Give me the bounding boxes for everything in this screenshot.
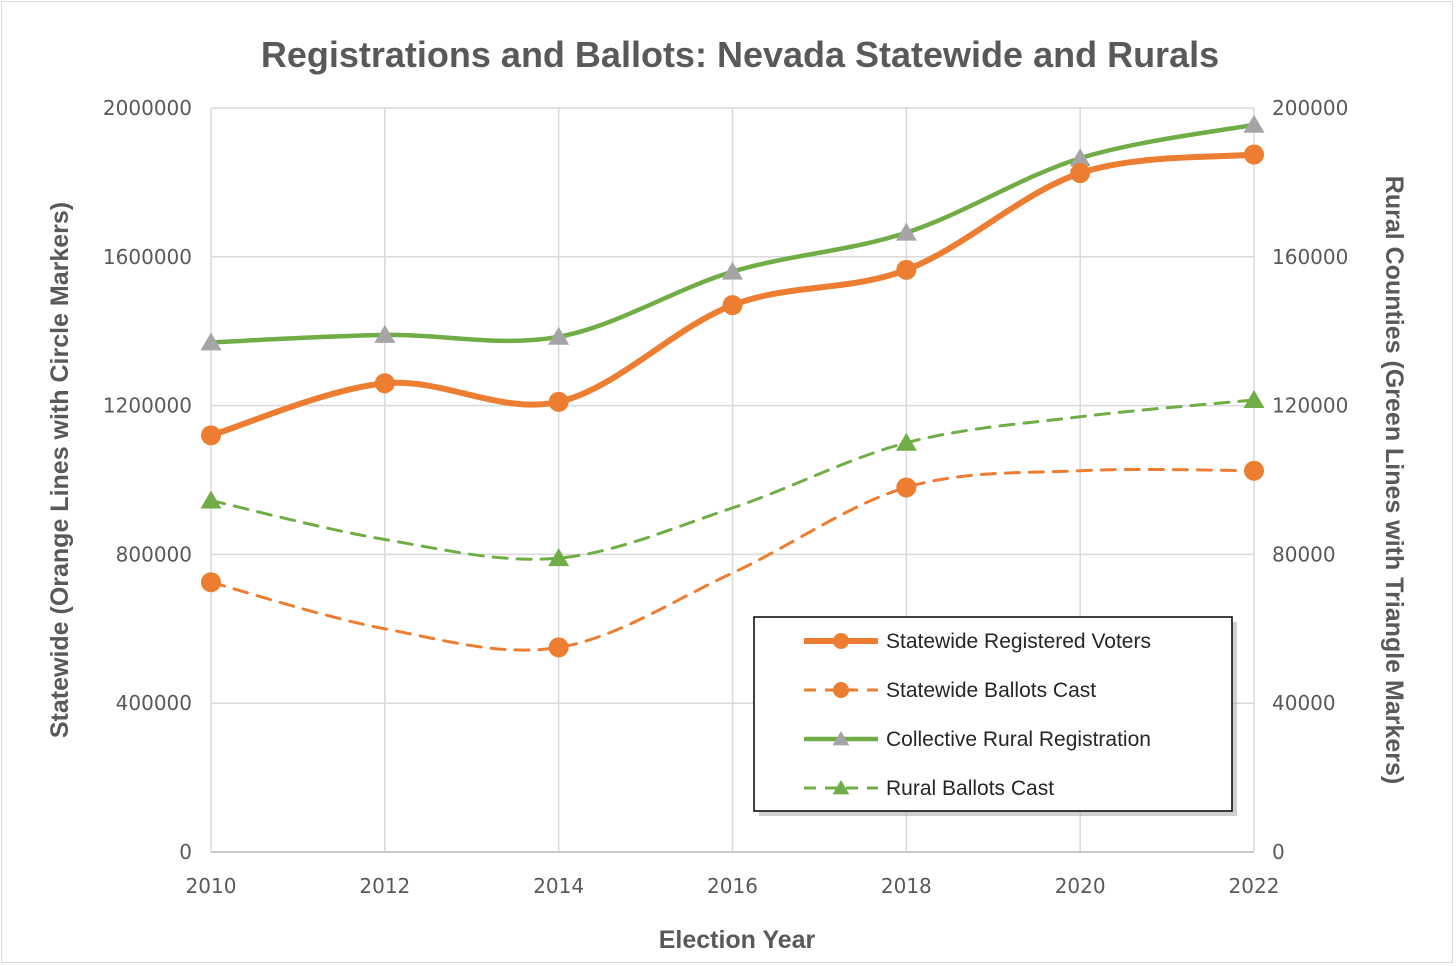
data-point-triangle: [548, 326, 570, 345]
legend-marker-circle: [833, 633, 849, 649]
x-tick-label: 2020: [1055, 874, 1106, 898]
data-point-circle: [722, 295, 743, 316]
data-point-triangle: [722, 261, 743, 280]
legend-label: Statewide Registered Voters: [886, 630, 1151, 653]
y-right-tick-label: 40000: [1272, 691, 1336, 715]
y-right-tick-label: 80000: [1272, 542, 1336, 566]
data-point-circle: [201, 572, 221, 593]
data-point-triangle: [548, 548, 570, 567]
data-point-triangle: [1243, 390, 1265, 409]
data-point-circle: [896, 259, 917, 280]
legend-label: Collective Rural Registration: [886, 728, 1151, 751]
y-left-tick-label: 0: [179, 840, 192, 864]
y-right-tick-label: 200000: [1272, 96, 1348, 120]
y-right-tick-label: 0: [1272, 840, 1285, 864]
y-left-tick-label: 1200000: [103, 394, 192, 418]
series-line-statewide-ballots-cast: [209, 467, 1256, 652]
x-tick-label: 2018: [881, 874, 932, 898]
data-point-triangle: [1069, 148, 1091, 167]
legend-box: [753, 616, 1233, 812]
data-point-triangle: [200, 332, 222, 351]
y-left-tick-label: 1600000: [103, 245, 192, 269]
legend-marker-circle: [833, 682, 849, 698]
x-tick-label: 2012: [359, 874, 410, 898]
data-point-triangle: [895, 222, 917, 241]
x-tick-label: 2014: [533, 874, 584, 898]
data-point-circle: [374, 373, 395, 394]
series-markers: [200, 114, 1265, 658]
y-right-tick-label: 120000: [1272, 394, 1348, 418]
series-line-rural-ballots-cast: [209, 398, 1256, 561]
data-point-circle: [201, 425, 221, 446]
x-tick-label: 2010: [186, 874, 237, 898]
data-point-triangle: [895, 432, 917, 451]
data-point-circle: [1244, 144, 1264, 165]
y-left-tick-label: 2000000: [103, 96, 192, 120]
data-point-triangle: [200, 490, 222, 509]
data-point-circle: [548, 637, 569, 658]
legend-label: Rural Ballots Cast: [886, 777, 1054, 800]
y-axis-left-title: Statewide (Orange Lines with Circle Mark…: [46, 202, 74, 738]
x-axis-title: Election Year: [659, 926, 816, 954]
axis-labels: 0 0 400000 40000 800000 80000 1200000 120000 160…: [103, 96, 1348, 898]
data-point-circle: [1070, 163, 1091, 184]
data-point-triangle: [374, 324, 396, 343]
legend-label: Statewide Ballots Cast: [886, 679, 1096, 702]
legend-marker-triangle: [832, 731, 850, 746]
data-point-circle: [896, 477, 917, 498]
y-left-tick-label: 800000: [116, 542, 192, 566]
data-point-circle: [548, 391, 569, 412]
y-left-tick-label: 400000: [116, 691, 192, 715]
data-point-circle: [1244, 460, 1264, 481]
y-axis-right-title: Rural Counties (Green Lines with Triangl…: [1380, 176, 1408, 784]
x-tick-label: 2022: [1229, 874, 1280, 898]
x-tick-label: 2016: [707, 874, 758, 898]
legend: Statewide Registered Voters Statewide Bal…: [753, 616, 1237, 816]
legend-marker-triangle: [832, 780, 850, 795]
data-point-triangle: [1243, 114, 1265, 133]
y-right-tick-label: 160000: [1272, 245, 1348, 269]
chart-title: Registrations and Ballots: Nevada Statew…: [261, 34, 1219, 75]
